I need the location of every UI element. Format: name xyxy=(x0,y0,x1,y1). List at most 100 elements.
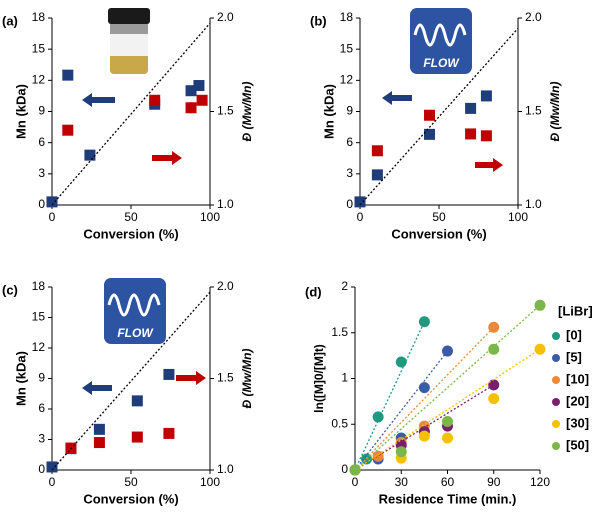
legend-label: [5] xyxy=(566,349,582,364)
y-tick-label: 6 xyxy=(346,135,353,149)
y-tick-label: 15 xyxy=(32,41,46,55)
panel-label: (b) xyxy=(310,13,327,28)
point xyxy=(371,145,383,157)
trend-line xyxy=(354,326,495,471)
legend-label: [10] xyxy=(566,371,589,386)
x-axis-label: Residence Time (min.) xyxy=(379,491,517,506)
point xyxy=(424,128,436,140)
legend-title: [LiBr] xyxy=(558,303,593,318)
point xyxy=(62,69,74,81)
y2-tick-label: 1.5 xyxy=(217,104,234,118)
x-tick-label: 100 xyxy=(200,210,220,224)
y-tick-label: 9 xyxy=(38,104,45,118)
panel-label: (a) xyxy=(2,13,18,28)
point xyxy=(93,437,105,449)
y-axis-label: ln([M]0/[M]t) xyxy=(312,344,326,413)
reference-line xyxy=(51,22,211,206)
x-tick-label: 50 xyxy=(432,210,446,224)
y-tick-label: 0 xyxy=(346,197,353,211)
y-tick-label: 1 xyxy=(341,371,348,385)
point xyxy=(395,446,407,458)
y-tick-label: 2 xyxy=(341,279,348,293)
y-tick-label: 0 xyxy=(341,462,348,476)
point xyxy=(534,299,546,311)
point xyxy=(185,102,197,114)
y-tick-label: 9 xyxy=(38,371,45,385)
point xyxy=(534,343,546,355)
point xyxy=(131,395,143,407)
flow-logo: FLOW xyxy=(410,8,472,74)
point xyxy=(418,382,430,394)
y-tick-label: 0 xyxy=(38,197,45,211)
point xyxy=(84,149,96,161)
y-tick-label: 6 xyxy=(38,401,45,415)
y-tick-label: 18 xyxy=(32,10,46,24)
x-tick-label: 100 xyxy=(508,210,528,224)
x-axis-label: Conversion (%) xyxy=(83,226,178,241)
point xyxy=(131,431,143,443)
y-axis-label: Mn (kDa) xyxy=(321,84,336,139)
y2-tick-label: 1.0 xyxy=(525,197,542,211)
y-tick-label: 12 xyxy=(340,73,354,87)
x-tick-label: 50 xyxy=(124,210,138,224)
x-tick-label: 100 xyxy=(200,475,220,489)
legend-label: [0] xyxy=(566,327,582,342)
y-axis-label: Mn (kDa) xyxy=(13,351,28,406)
flow-logo: FLOW xyxy=(104,278,166,344)
reference-line xyxy=(359,27,519,206)
x-tick-label: 0 xyxy=(49,210,56,224)
point xyxy=(418,430,430,442)
y2-tick-label: 2.0 xyxy=(217,279,234,293)
y2-tick-label: 1.5 xyxy=(525,104,542,118)
y-tick-label: 18 xyxy=(32,279,46,293)
x-tick-label: 90 xyxy=(487,475,501,489)
y2-axis-label: Đ (Mw/Mn) xyxy=(240,82,254,142)
point xyxy=(442,432,453,444)
y-tick-label: 15 xyxy=(340,41,354,55)
legend-swatch xyxy=(552,354,560,362)
point xyxy=(163,427,175,439)
point xyxy=(465,102,477,114)
y-tick-label: 12 xyxy=(32,73,46,87)
point xyxy=(372,450,384,462)
trend-line xyxy=(354,348,541,471)
trend-line xyxy=(354,350,449,471)
x-tick-label: 0 xyxy=(49,475,56,489)
logo-text: FLOW xyxy=(117,326,154,340)
point xyxy=(395,356,407,368)
point xyxy=(93,423,105,435)
point xyxy=(442,416,453,428)
x-axis-label: Conversion (%) xyxy=(391,226,486,241)
y2-tick-label: 1.5 xyxy=(217,371,234,385)
x-tick-label: 120 xyxy=(530,475,550,489)
y-tick-label: 12 xyxy=(32,340,46,354)
panel-label: (c) xyxy=(2,282,18,297)
x-tick-label: 0 xyxy=(357,210,364,224)
y-tick-label: 3 xyxy=(38,432,45,446)
legend-swatch xyxy=(552,376,560,384)
point xyxy=(196,94,208,106)
point xyxy=(488,393,500,405)
panel-label: (d) xyxy=(305,284,322,299)
point xyxy=(46,196,58,208)
trend-line xyxy=(354,304,541,471)
y-axis-label: Mn (kDa) xyxy=(13,84,28,139)
legend-label: [30] xyxy=(566,415,589,430)
y2-tick-label: 1.0 xyxy=(217,197,234,211)
point xyxy=(488,379,500,391)
y2-axis-label: Đ (Mw/Mn) xyxy=(240,349,254,409)
point xyxy=(163,368,175,380)
point xyxy=(372,411,384,423)
y2-axis-label: Đ (Mw/Mn) xyxy=(548,82,562,142)
point xyxy=(193,80,205,92)
y2-tick-label: 1.0 xyxy=(217,462,234,476)
legend-swatch xyxy=(552,442,560,450)
legend-swatch xyxy=(552,332,560,340)
point xyxy=(62,124,74,136)
legend-label: [20] xyxy=(566,393,589,408)
trend-line xyxy=(354,321,425,471)
legend-swatch xyxy=(552,420,560,428)
x-axis-label: Conversion (%) xyxy=(83,491,178,506)
point xyxy=(480,130,492,142)
